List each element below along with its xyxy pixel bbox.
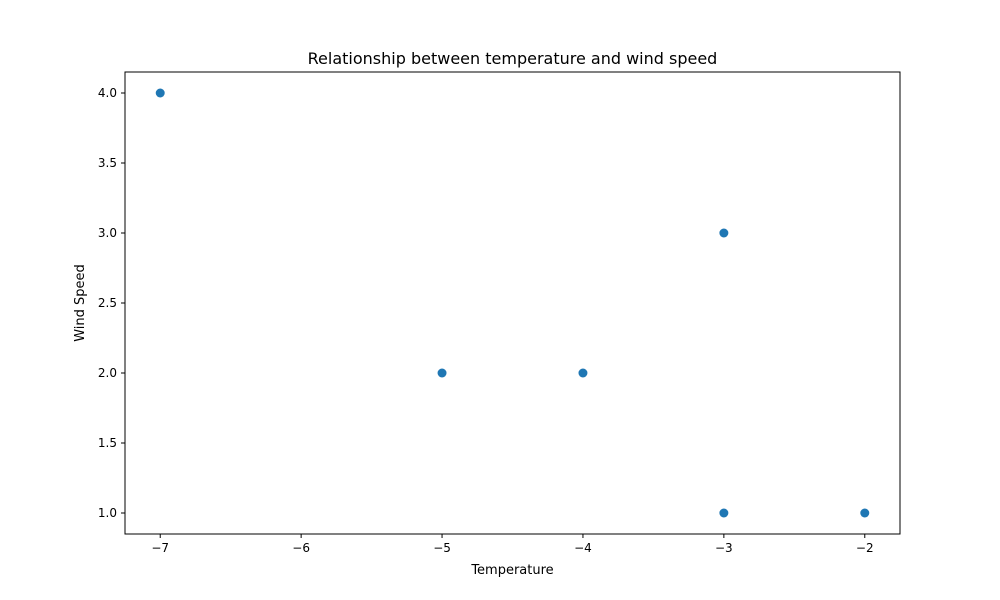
data-point xyxy=(155,88,165,98)
y-tick-label: 2.0 xyxy=(98,366,117,380)
y-axis-ticks: 1.0 1.5 2.0 2.5 3.0 3.5 4.0 xyxy=(98,86,125,520)
x-tick-label: −6 xyxy=(292,541,310,555)
x-tick-label: −7 xyxy=(151,541,169,555)
y-tick-label: 3.0 xyxy=(98,226,117,240)
data-point xyxy=(719,228,729,238)
data-points xyxy=(155,88,870,518)
y-tick-label: 1.0 xyxy=(98,506,117,520)
x-axis-ticks: −7 −6 −5 −4 −3 −2 xyxy=(151,534,874,555)
x-axis-label: Temperature xyxy=(470,563,553,578)
x-tick-label: −2 xyxy=(856,541,874,555)
y-tick-label: 2.5 xyxy=(98,296,117,310)
x-tick-label: −5 xyxy=(433,541,451,555)
data-point xyxy=(860,508,870,518)
x-tick-label: −3 xyxy=(715,541,733,555)
data-point xyxy=(437,368,447,378)
y-tick-label: 1.5 xyxy=(98,436,117,450)
y-tick-label: 4.0 xyxy=(98,86,117,100)
y-tick-label: 3.5 xyxy=(98,156,117,170)
data-point xyxy=(578,368,588,378)
x-tick-label: −4 xyxy=(574,541,592,555)
chart-title: Relationship between temperature and win… xyxy=(308,49,718,68)
y-axis-label: Wind Speed xyxy=(73,264,88,342)
data-point xyxy=(719,508,729,518)
